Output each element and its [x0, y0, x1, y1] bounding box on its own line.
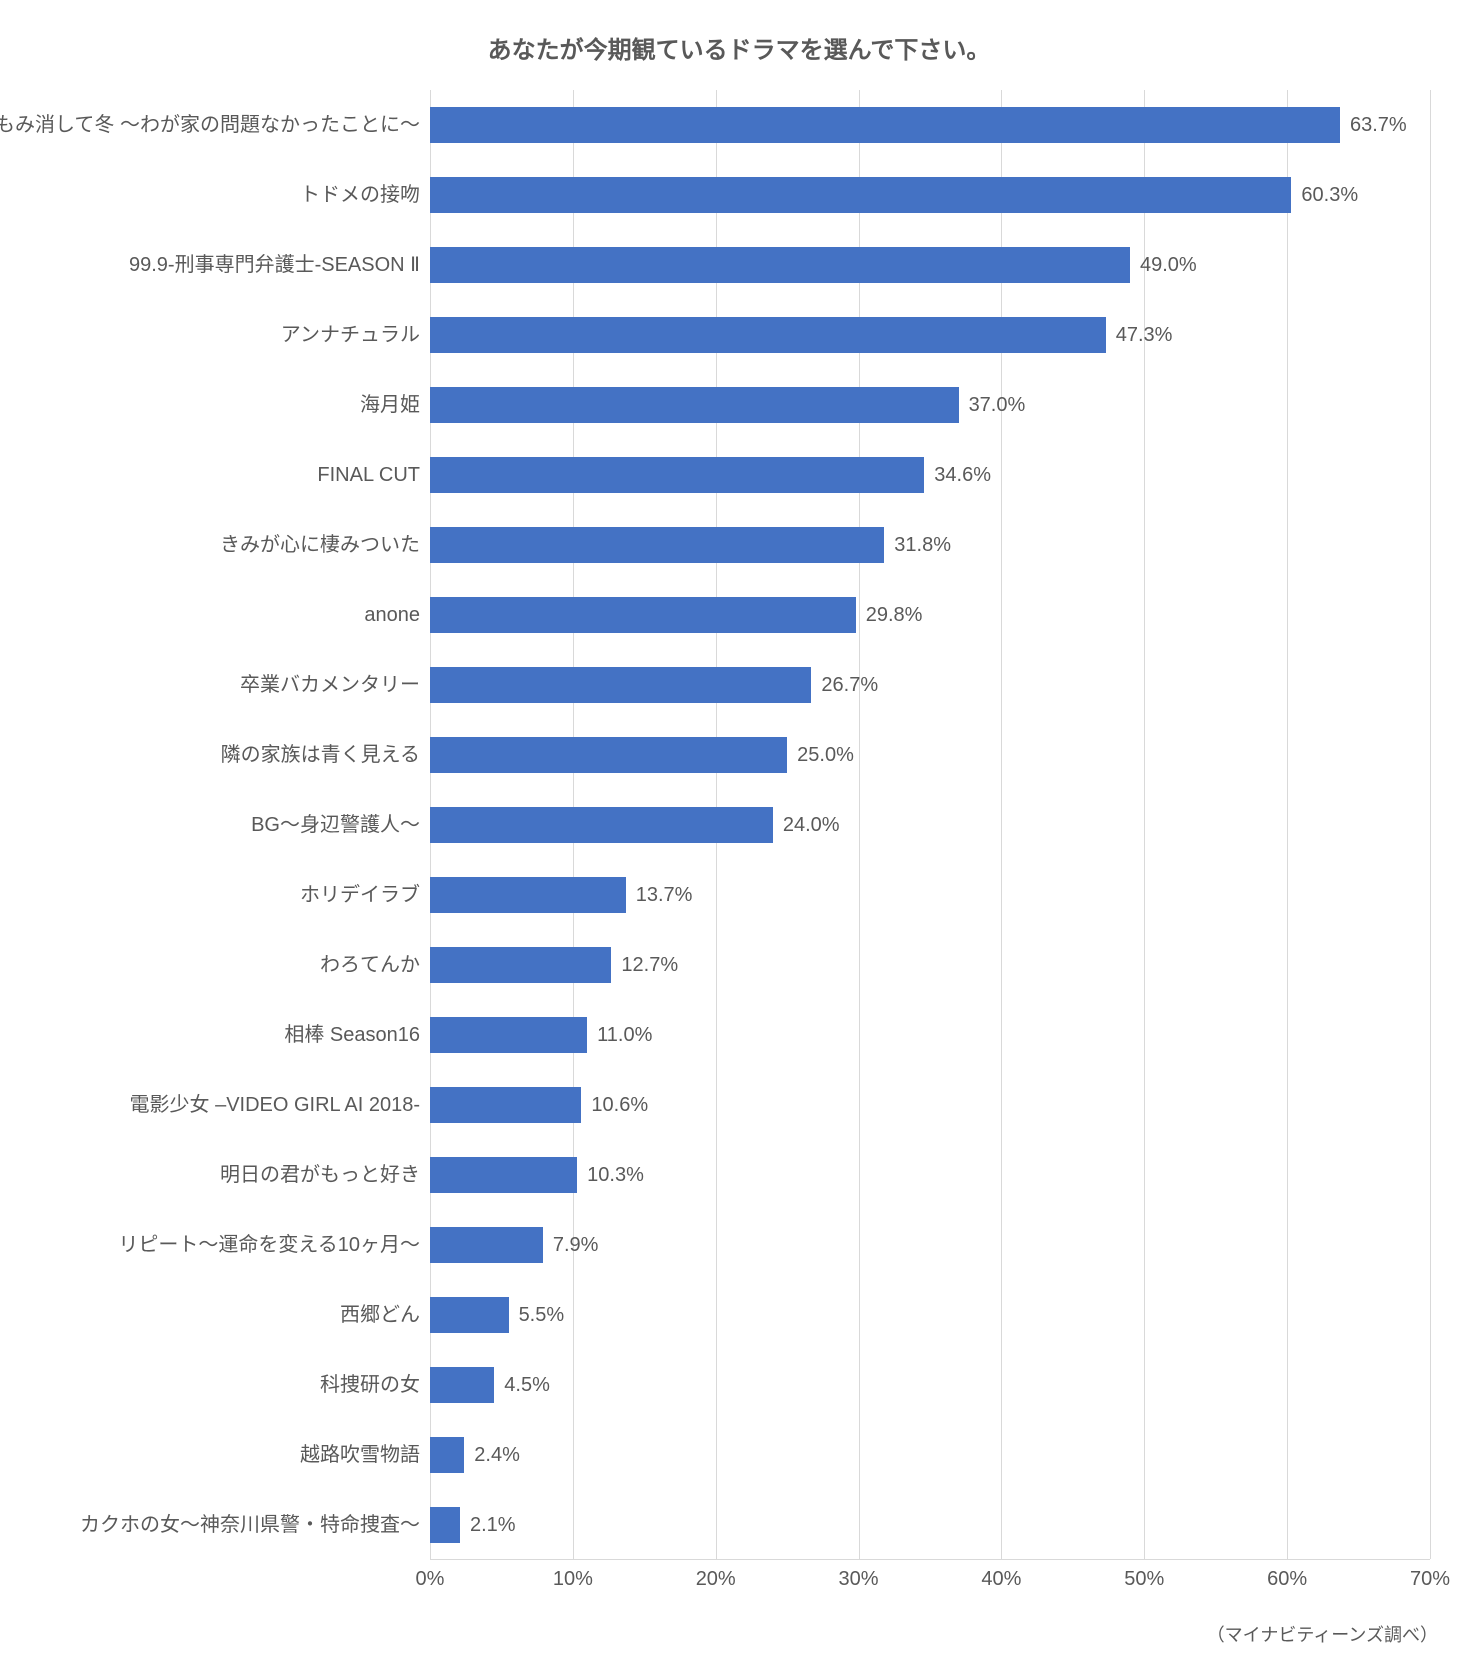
bar-row: 7.9%: [430, 1210, 1430, 1280]
x-tick-label: 20%: [696, 1568, 736, 1591]
bar-value-label: 11.0%: [597, 1024, 652, 1047]
bar-value-label: 10.6%: [591, 1094, 648, 1117]
bar-row: 49.0%: [430, 230, 1430, 300]
category-label: 電影少女 –VIDEO GIRL AI 2018-: [130, 1070, 420, 1140]
bar-row: 31.8%: [430, 510, 1430, 580]
category-label: FINAL CUT: [317, 440, 420, 510]
x-tick-label: 0%: [416, 1568, 445, 1591]
bar: [430, 1087, 581, 1123]
bar: [430, 947, 611, 983]
bar-row: 63.7%: [430, 90, 1430, 160]
bar-value-label: 34.6%: [934, 464, 991, 487]
source-label: （マイナビティーンズ調べ）: [1207, 1621, 1438, 1647]
x-tick-label: 50%: [1124, 1568, 1164, 1591]
bar-value-label: 60.3%: [1301, 184, 1358, 207]
bar-value-label: 10.3%: [587, 1164, 644, 1187]
plot-area: 63.7% 60.3% 49.0% 47.3% 37.0% 34.6% 31.8% 29.8%…: [430, 90, 1430, 1560]
bar-value-label: 29.8%: [866, 604, 923, 627]
bar: [430, 1367, 494, 1403]
bar: [430, 317, 1106, 353]
bar: [430, 1297, 509, 1333]
bar: [430, 107, 1340, 143]
bar-row: 47.3%: [430, 300, 1430, 370]
bar-row: 2.1%: [430, 1490, 1430, 1560]
bar-row: 10.6%: [430, 1070, 1430, 1140]
bar: [430, 177, 1291, 213]
bar-value-label: 2.1%: [470, 1514, 516, 1537]
bar: [430, 807, 773, 843]
category-label: トドメの接吻: [300, 160, 420, 230]
bar-value-label: 47.3%: [1116, 324, 1173, 347]
bar: [430, 1157, 577, 1193]
bar-row: 2.4%: [430, 1420, 1430, 1490]
bar: [430, 877, 626, 913]
bar-row: 37.0%: [430, 370, 1430, 440]
bar-value-label: 12.7%: [621, 954, 678, 977]
category-label: BG～身辺警護人～: [251, 790, 420, 860]
x-tick-label: 30%: [839, 1568, 879, 1591]
category-label: ホリデイラブ: [300, 860, 420, 930]
bar-row: 24.0%: [430, 790, 1430, 860]
bar-value-label: 5.5%: [519, 1304, 565, 1327]
category-label: 越路吹雪物語: [300, 1420, 420, 1490]
category-label: アンナチュラル: [281, 300, 420, 370]
bar: [430, 1227, 543, 1263]
category-label: 西郷どん: [340, 1280, 420, 1350]
x-tick-label: 10%: [553, 1568, 593, 1591]
bar: [430, 527, 884, 563]
category-label: 相棒 Season16: [284, 1000, 420, 1070]
bar-row: 4.5%: [430, 1350, 1430, 1420]
category-label: 科捜研の女: [320, 1350, 420, 1420]
bar: [430, 1437, 464, 1473]
bar-value-label: 4.5%: [504, 1374, 550, 1397]
bar-value-label: 13.7%: [636, 884, 693, 907]
bar: [430, 457, 924, 493]
bar-row: 60.3%: [430, 160, 1430, 230]
category-label: カクホの女～神奈川県警・特命捜査～: [80, 1490, 420, 1560]
bar-value-label: 63.7%: [1350, 114, 1407, 137]
category-label: もみ消して冬 ～わが家の問題なかったことに～: [0, 90, 420, 160]
category-label: 隣の家族は青く見える: [221, 720, 420, 790]
bar: [430, 737, 787, 773]
category-label: anone: [364, 580, 420, 650]
bar: [430, 597, 856, 633]
bar-chart: あなたが今期観ているドラマを選んで下さい。 63.7% 60.3% 49.0% 47.…: [0, 0, 1478, 1665]
gridline: [1430, 90, 1431, 1559]
bar: [430, 1507, 460, 1543]
bar-row: 29.8%: [430, 580, 1430, 650]
bar-row: 10.3%: [430, 1140, 1430, 1210]
category-label: 卒業バカメンタリー: [240, 650, 420, 720]
chart-title: あなたが今期観ているドラマを選んで下さい。: [0, 30, 1478, 65]
bar-row: 11.0%: [430, 1000, 1430, 1070]
bar-value-label: 25.0%: [797, 744, 854, 767]
category-label: きみが心に棲みついた: [220, 510, 420, 580]
bar-value-label: 49.0%: [1140, 254, 1197, 277]
bar: [430, 247, 1130, 283]
category-label: 99.9-刑事専門弁護士-SEASON Ⅱ: [129, 230, 420, 300]
category-label: わろてんか: [320, 930, 420, 1000]
bar: [430, 1017, 587, 1053]
bar-value-label: 31.8%: [894, 534, 951, 557]
bar-row: 12.7%: [430, 930, 1430, 1000]
category-label: 海月姫: [360, 370, 420, 440]
bar-value-label: 37.0%: [969, 394, 1026, 417]
bar-value-label: 26.7%: [821, 674, 878, 697]
bar-row: 26.7%: [430, 650, 1430, 720]
bar: [430, 667, 811, 703]
x-tick-label: 40%: [981, 1568, 1021, 1591]
bar-row: 5.5%: [430, 1280, 1430, 1350]
bar-value-label: 7.9%: [553, 1234, 599, 1257]
x-tick-label: 70%: [1410, 1568, 1450, 1591]
category-label: リピート～運命を変える10ヶ月～: [118, 1210, 420, 1280]
bar-value-label: 2.4%: [474, 1444, 520, 1467]
bar-row: 13.7%: [430, 860, 1430, 930]
bar-row: 25.0%: [430, 720, 1430, 790]
bar-value-label: 24.0%: [783, 814, 840, 837]
x-tick-label: 60%: [1267, 1568, 1307, 1591]
bar: [430, 387, 959, 423]
bar-row: 34.6%: [430, 440, 1430, 510]
category-label: 明日の君がもっと好き: [220, 1140, 420, 1210]
